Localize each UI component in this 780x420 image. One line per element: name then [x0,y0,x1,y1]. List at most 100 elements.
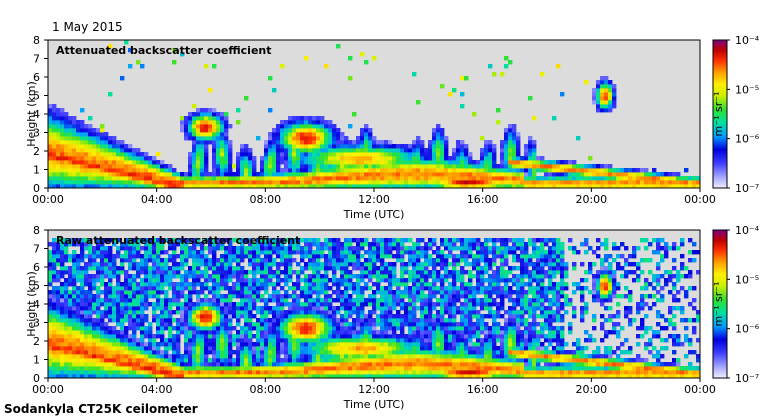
heatmap-cell [572,160,577,165]
heatmap-cell [144,342,149,347]
heatmap-cell [388,366,393,371]
heatmap-cell [340,180,345,185]
heatmap-cell [104,160,109,165]
heatmap-cell [92,346,97,351]
heatmap-cell [344,358,349,363]
heatmap-cell [452,180,457,185]
heatmap-cell [184,136,189,141]
heatmap-cell [264,148,269,153]
heatmap-cell [296,322,301,327]
heatmap-cell [308,254,313,259]
heatmap-cell [364,140,369,145]
heatmap-cell [196,238,201,243]
heatmap-cell [272,258,277,263]
heatmap-cell [100,274,105,279]
heatmap-cell [72,242,77,247]
heatmap-cell [332,168,337,173]
heatmap-cell [340,366,345,371]
heatmap-cell [240,246,245,251]
heatmap-cell [128,374,133,378]
heatmap-cell [328,148,333,153]
heatmap-cell [392,366,397,371]
heatmap-cell [112,258,117,263]
heatmap-cell [504,152,509,157]
heatmap-cell [160,342,165,347]
heatmap-cell [360,180,365,185]
heatmap-cell [188,270,193,275]
heatmap-cell [136,246,141,251]
heatmap-cell [392,152,397,157]
heatmap-cell [364,318,369,323]
heatmap-cell [148,342,153,347]
heatmap-cell [176,270,181,275]
heatmap-cell [104,366,109,371]
heatmap-cell [332,152,337,157]
heatmap-cell [164,322,169,327]
heatmap-cell [336,330,341,335]
heatmap-cell [304,326,309,331]
heatmap-cell [168,318,173,323]
heatmap-cell [80,362,85,367]
heatmap-cell [72,254,77,259]
heatmap-cell [364,238,369,243]
heatmap-cell [444,172,449,177]
heatmap-cell [364,180,369,185]
heatmap-cell [324,120,329,125]
heatmap-cell [48,358,53,363]
heatmap-cell [84,330,89,335]
heatmap-cell [52,128,57,133]
heatmap-cell [164,290,169,295]
heatmap-cell [352,254,357,259]
heatmap-cell [356,246,361,251]
heatmap-cell [52,310,57,315]
heatmap-cell [284,270,289,275]
heatmap-cell [80,290,85,295]
heatmap-cell [336,338,341,343]
heatmap-cell [300,180,305,185]
heatmap-cell [316,176,321,181]
heatmap-cell [68,290,73,295]
heatmap-raw [48,230,700,378]
heatmap-cell [228,144,233,149]
heatmap-cell [64,168,69,173]
heatmap-cell [80,346,85,351]
heatmap-cell [256,172,261,177]
heatmap-cell [204,294,209,299]
heatmap-cell [292,358,297,363]
heatmap-cell [188,250,193,255]
heatmap-cell [480,156,485,161]
heatmap-cell [64,350,69,355]
heatmap-cell [336,286,341,291]
heatmap-cell [284,180,289,185]
heatmap-cell [308,322,313,327]
heatmap-cell [56,184,61,188]
heatmap-cell [240,298,245,303]
heatmap-cell [156,370,161,375]
heatmap-cell [264,318,269,323]
heatmap-cell [208,306,213,311]
heatmap-cell [404,314,409,319]
heatmap-cell [400,184,405,188]
heatmap-cell [100,132,105,137]
heatmap-cell [88,310,93,315]
heatmap-cell [364,374,369,378]
heatmap-cell [332,254,337,259]
heatmap-cell [184,132,189,137]
heatmap-cell [68,242,73,247]
heatmap-cell [356,342,361,347]
heatmap-cell [52,346,57,351]
heatmap-cell [240,326,245,331]
heatmap-cell [384,144,389,149]
heatmap-cell [176,350,181,355]
heatmap-cell [200,322,205,327]
heatmap-cell [504,140,509,145]
heatmap-cell [124,326,129,331]
heatmap-cell [208,172,213,177]
heatmap-cell [336,310,341,315]
heatmap-cell [172,350,177,355]
heatmap-cell [316,160,321,165]
heatmap-cell [152,262,157,267]
heatmap-cell [204,302,209,307]
heatmap-cell [224,302,229,307]
heatmap-cell [120,358,125,363]
